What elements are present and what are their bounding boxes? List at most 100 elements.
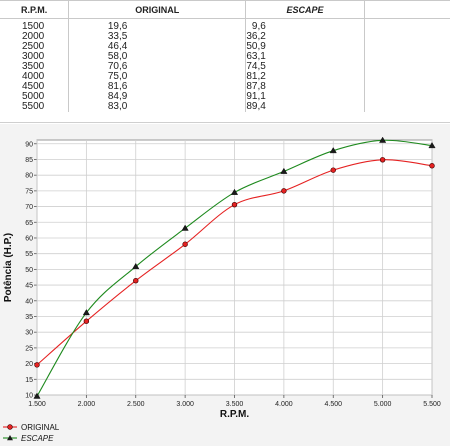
cell-rpm: 2000 [22, 31, 45, 42]
y-tick-label: 25 [25, 345, 33, 352]
x-tick-label: 2.000 [78, 401, 96, 408]
cell-rpm: 2500 [22, 41, 45, 52]
cell-rpm: 4500 [22, 81, 45, 92]
cell-original: 81,6 [68, 82, 246, 92]
x-tick-label: 4.000 [275, 401, 293, 408]
cell-rpm: 3500 [22, 61, 45, 72]
y-tick-label: 75 [25, 188, 33, 195]
point-original [281, 188, 287, 194]
chart-panel: 10 15 20 25 30 35 40 45 50 55 60 65 70 75 80 85 90 1.500 2… [0, 124, 450, 446]
cell-empty [363, 72, 450, 82]
y-tick-label: 60 [25, 235, 33, 242]
y-tick-label: 40 [25, 298, 33, 305]
table-row: 3500 70,6 74,5 [0, 62, 450, 72]
cell-rpm: 1500 [22, 21, 45, 32]
cell-original: 84,9 [68, 92, 246, 102]
cell-escape: 63,1 [245, 52, 365, 62]
x-tick-label: 2.500 [127, 401, 145, 408]
point-escape [132, 262, 140, 269]
y-tick-label: 70 [25, 204, 33, 211]
cell-escape: 91,1 [245, 92, 365, 102]
table-row: 5500 83,0 89,4 [0, 102, 450, 112]
table-row: 4500 81,6 87,8 [0, 82, 450, 92]
y-tick-label: 30 [25, 330, 33, 337]
y-tick-label: 65 [25, 220, 33, 227]
y-tick-label: 20 [25, 361, 33, 368]
cell-original: 46,4 [68, 42, 246, 52]
x-tick-label: 3.500 [226, 401, 244, 408]
power-chart: 10 15 20 25 30 35 40 45 50 55 60 65 70 75 80 85 90 1.500 2… [3, 136, 441, 443]
cell-empty [363, 102, 450, 112]
cell-original: 75,0 [68, 72, 246, 82]
point-original [231, 201, 238, 208]
point-escape [181, 224, 189, 231]
y-tick-label: 85 [25, 157, 33, 164]
point-original [34, 362, 40, 368]
cell-original: 19,6 [68, 18, 246, 32]
cell-empty [363, 52, 450, 62]
point-original [133, 277, 139, 284]
cell-escape: 87,8 [245, 82, 365, 92]
cell-empty [363, 18, 450, 32]
cell-escape: 36,2 [245, 32, 365, 42]
cell-empty [363, 42, 450, 52]
point-escape [379, 136, 387, 143]
legend-marker-original [7, 424, 13, 430]
point-original [83, 318, 90, 324]
x-tick-label: 5.000 [374, 401, 392, 408]
table-body: 1500 19,6 9,6 2000 33,5 36,2 2500 46,4 50,9 3000 5… [0, 18, 450, 112]
point-escape [329, 147, 337, 154]
y-tick-label: 10 [25, 393, 33, 400]
cell-escape: 74,5 [245, 62, 365, 72]
x-axis-title: R.P.M. [220, 409, 249, 420]
legend-marker-escape [7, 435, 13, 441]
y-tick-label: 35 [25, 314, 33, 321]
table-row: 5000 84,9 91,1 [0, 92, 450, 102]
header-empty [363, 0, 450, 19]
table-header-row: R.P.M. ORIGINAL ESCAPE [0, 0, 450, 19]
y-tick-label: 15 [25, 377, 33, 384]
cell-escape: 50,9 [245, 42, 365, 52]
legend-label-escape: ESCAPE [21, 434, 54, 443]
table-row: 4000 75,0 81,2 [0, 72, 450, 82]
y-tick-label: 80 [25, 173, 33, 180]
cell-rpm: 5500 [22, 101, 45, 112]
table-row: 1500 19,6 9,6 [0, 18, 450, 32]
cell-escape: 9,6 [245, 18, 365, 32]
cell-empty [363, 82, 450, 92]
cell-empty [363, 62, 450, 72]
cell-original: 33,5 [68, 32, 246, 42]
cell-empty [363, 92, 450, 102]
x-tick-label: 3.000 [176, 401, 194, 408]
cell-empty [363, 32, 450, 42]
cell-original: 83,0 [68, 102, 246, 112]
x-tick-label: 4.500 [324, 401, 342, 408]
cell-escape: 89,4 [245, 102, 365, 112]
table-row: 2000 33,5 36,2 [0, 32, 450, 42]
point-original [379, 157, 386, 163]
point-escape [280, 167, 288, 174]
point-escape [230, 188, 239, 195]
x-tick-label: 5.500 [423, 401, 441, 408]
x-tick-label: 1.500 [28, 401, 46, 408]
y-tick-label: 50 [25, 267, 33, 274]
legend-label-original: ORIGINAL [21, 423, 60, 432]
header-rpm: R.P.M. [0, 0, 69, 19]
data-table: R.P.M. ORIGINAL ESCAPE 1500 19,6 9,6 2000 33… [0, 0, 450, 112]
cell-original: 70,6 [68, 62, 246, 72]
y-tick-label: 55 [25, 251, 33, 258]
data-table-panel: R.P.M. ORIGINAL ESCAPE 1500 19,6 9,6 2000 33… [0, 0, 450, 123]
cell-rpm: 4000 [22, 71, 45, 82]
y-tick-label: 45 [25, 283, 33, 290]
cell-rpm: 3000 [22, 51, 45, 62]
point-escape [33, 392, 41, 399]
header-original: ORIGINAL [68, 0, 246, 19]
point-escape [82, 309, 90, 316]
cell-escape: 81,2 [245, 72, 365, 82]
point-escape [428, 142, 436, 149]
table-row: 2500 46,4 50,9 [0, 42, 450, 52]
cell-original: 58,0 [68, 52, 246, 62]
y-tick-label: 90 [25, 141, 33, 148]
table-row: 3000 58,0 63,1 [0, 52, 450, 62]
cell-rpm: 5000 [22, 91, 45, 102]
